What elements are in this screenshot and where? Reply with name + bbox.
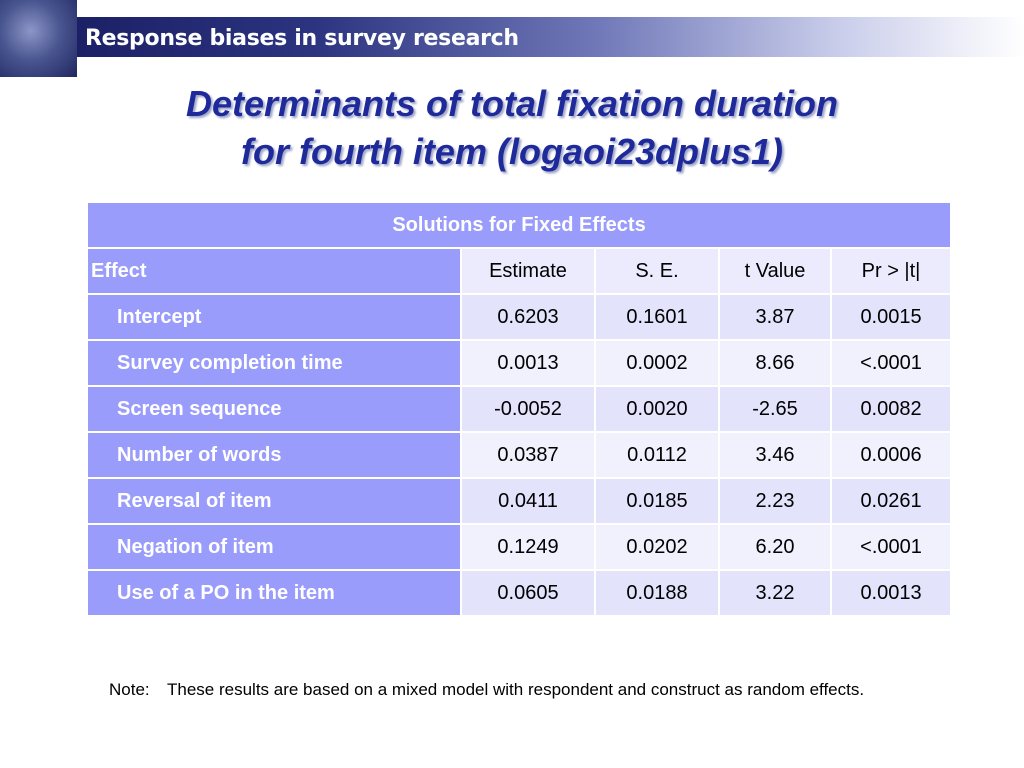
lion-logo-icon <box>0 0 77 77</box>
table-row: Screen sequence -0.0052 0.0020 -2.65 0.0082 <box>86 385 953 433</box>
se-cell: 0.0202 <box>594 523 720 571</box>
header-band: Response biases in survey research <box>0 0 1024 77</box>
column-header-p-value: Pr > |t| <box>829 247 953 295</box>
se-cell: 0.0112 <box>594 431 720 479</box>
effect-cell: Number of words <box>86 431 462 479</box>
estimate-cell: 0.0387 <box>460 431 596 479</box>
se-cell: 0.0002 <box>594 339 720 387</box>
t-value-cell: 2.23 <box>718 477 832 525</box>
t-value-cell: -2.65 <box>718 385 832 433</box>
se-cell: 0.0188 <box>594 569 720 617</box>
table-caption-row: Solutions for Fixed Effects <box>85 201 953 249</box>
band-title: Response biases in survey research <box>85 26 519 51</box>
t-value-cell: 6.20 <box>718 523 832 571</box>
table-row: Reversal of item 0.0411 0.0185 2.23 0.0261 <box>86 477 953 525</box>
title-band <box>77 17 1024 57</box>
p-value-cell: 0.0261 <box>829 477 953 525</box>
t-value-cell: 3.87 <box>718 293 832 341</box>
estimate-cell: 0.0411 <box>460 477 596 525</box>
table-caption: Solutions for Fixed Effects <box>85 201 953 249</box>
se-cell: 0.0185 <box>594 477 720 525</box>
table-row: Intercept 0.6203 0.1601 3.87 0.0015 <box>86 293 953 341</box>
note-label: Note: <box>109 680 150 699</box>
note-text: These results are based on a mixed model… <box>167 680 865 699</box>
t-value-cell: 3.22 <box>718 569 832 617</box>
t-value-cell: 3.46 <box>718 431 832 479</box>
p-value-cell: <.0001 <box>829 523 953 571</box>
estimate-cell: -0.0052 <box>460 385 596 433</box>
estimate-cell: 0.1249 <box>460 523 596 571</box>
column-header-t-value: t Value <box>718 247 832 295</box>
p-value-cell: <.0001 <box>829 339 953 387</box>
p-value-cell: 0.0082 <box>829 385 953 433</box>
effect-cell: Negation of item <box>86 523 462 571</box>
column-header-se: S. E. <box>594 247 720 295</box>
effect-cell: Intercept <box>86 293 462 341</box>
p-value-cell: 0.0013 <box>829 569 953 617</box>
t-value-cell: 8.66 <box>718 339 832 387</box>
effect-cell: Use of a PO in the item <box>86 569 462 617</box>
column-header-effect: Effect <box>86 247 462 295</box>
column-header-estimate: Estimate <box>460 247 596 295</box>
fixed-effects-table: Solutions for Fixed Effects Effect Estim… <box>85 201 953 617</box>
effect-cell: Screen sequence <box>86 385 462 433</box>
slide-title: Determinants of total fixation duration … <box>0 80 1024 176</box>
table-row: Number of words 0.0387 0.0112 3.46 0.0006 <box>86 431 953 479</box>
table-header-row: Effect Estimate S. E. t Value Pr > |t| <box>86 247 953 295</box>
slide-title-line2: for fourth item (logaoi23dplus1) <box>240 131 783 172</box>
estimate-cell: 0.0013 <box>460 339 596 387</box>
effect-cell: Survey completion time <box>86 339 462 387</box>
table-row: Survey completion time 0.0013 0.0002 8.66 <.… <box>86 339 953 387</box>
se-cell: 0.1601 <box>594 293 720 341</box>
effect-cell: Reversal of item <box>86 477 462 525</box>
estimate-cell: 0.6203 <box>460 293 596 341</box>
table-row: Use of a PO in the item 0.0605 0.0188 3.22 0… <box>86 569 953 617</box>
p-value-cell: 0.0015 <box>829 293 953 341</box>
estimate-cell: 0.0605 <box>460 569 596 617</box>
table-row: Negation of item 0.1249 0.0202 6.20 <.0001 <box>86 523 953 571</box>
se-cell: 0.0020 <box>594 385 720 433</box>
slide-title-line1: Determinants of total fixation duration <box>185 83 839 124</box>
p-value-cell: 0.0006 <box>829 431 953 479</box>
